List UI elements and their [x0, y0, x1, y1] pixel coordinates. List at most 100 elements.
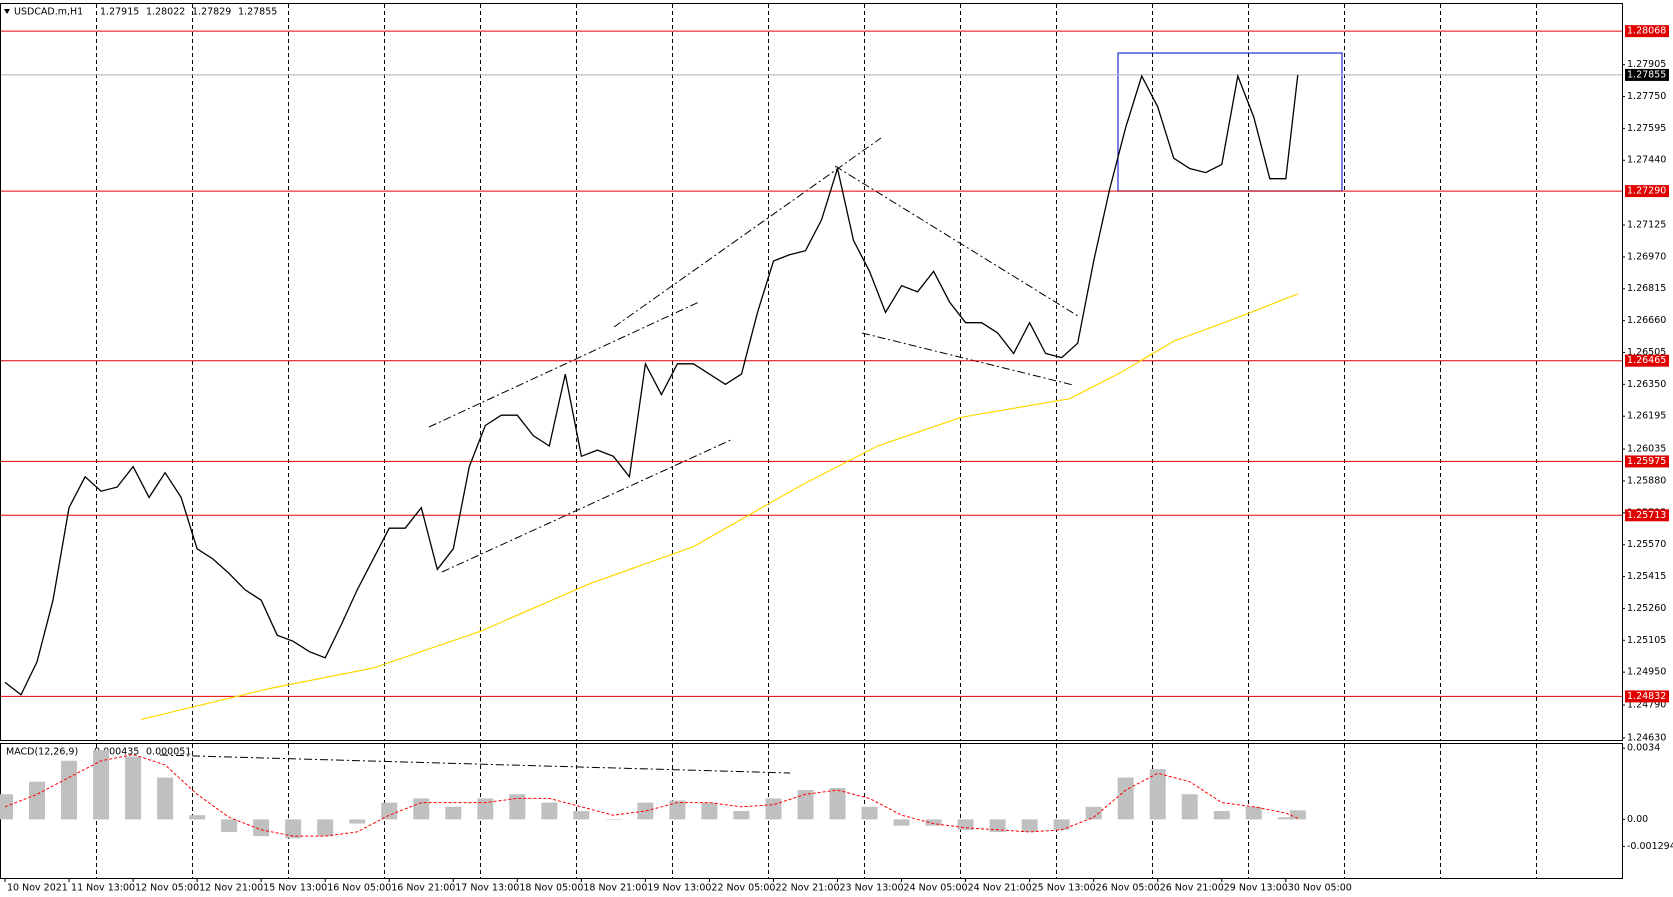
y-tick-label: 1.24630: [1627, 732, 1666, 743]
macd-bar: [861, 806, 878, 820]
macd-bar: [829, 787, 846, 820]
level-label-box: [1625, 509, 1669, 522]
x-tick-label: 26 Nov 21:00: [1160, 883, 1224, 894]
trendline: [159, 754, 791, 774]
x-tick-label: 30 Nov 05:00: [1288, 883, 1352, 894]
macd-bar: [93, 750, 110, 820]
trendline: [428, 301, 700, 428]
x-tick-label: 16 Nov 21:00: [391, 883, 455, 894]
macd-bar: [189, 815, 206, 820]
y-tick-label: 1.25105: [1627, 635, 1666, 646]
level-label: 1.26465: [1627, 355, 1666, 366]
macd-signal-value: 0.000051: [146, 747, 191, 758]
macd-bar: [61, 760, 78, 820]
price-panel-frame: [0, 3, 1623, 741]
macd-bar: [381, 802, 398, 820]
macd-bar: [157, 777, 174, 820]
y-tick-label: 1.26035: [1627, 444, 1666, 455]
macd-bar: [317, 819, 334, 837]
trendline: [861, 332, 1074, 386]
current-price-box: [1625, 68, 1669, 81]
macd-bar: [573, 811, 590, 820]
macd-bar: [893, 819, 910, 826]
macd-bar: [1149, 769, 1166, 820]
macd-bar: [733, 811, 750, 820]
level-label: 1.25713: [1627, 510, 1666, 521]
macd-bar: [445, 806, 462, 820]
macd-signal-line: [4, 753, 1298, 837]
x-tick-label: 29 Nov 13:00: [1224, 883, 1288, 894]
level-label: 1.25975: [1627, 456, 1666, 467]
y-tick-label: 1.25415: [1627, 571, 1666, 582]
y-tick-label: 1.26970: [1627, 251, 1666, 262]
y-tick-label: 1.27125: [1627, 220, 1666, 231]
quote-high: 1.28022: [146, 7, 185, 18]
level-label-box: [1625, 25, 1669, 38]
macd-bar: [989, 819, 1006, 832]
x-tick-label: 18 Nov 05:00: [519, 883, 583, 894]
x-tick-label: 18 Nov 21:00: [583, 883, 647, 894]
macd-bar: [0, 794, 14, 820]
y-tick-label: 1.24950: [1627, 667, 1666, 678]
level-label-box: [1625, 185, 1669, 198]
day-separators: [96, 4, 1537, 878]
macd-bar: [541, 802, 558, 820]
macd-bar: [349, 819, 366, 824]
macd-bar: [637, 802, 654, 820]
current-price-label: 1.27855: [1627, 69, 1666, 80]
level-label-box: [1625, 455, 1669, 468]
macd-bar: [1181, 794, 1198, 820]
y-tick-label: 1.26350: [1627, 379, 1666, 390]
macd-bar: [413, 798, 430, 820]
x-tick-label: 10 Nov 2021: [7, 883, 68, 894]
level-label-box: [1625, 354, 1669, 367]
level-label: 1.27290: [1627, 186, 1666, 197]
x-tick-label: 15 Nov 13:00: [263, 883, 327, 894]
level-label-box: [1625, 690, 1669, 703]
macd-bar: [701, 802, 718, 820]
macd-bar: [797, 790, 814, 820]
y-tick-label: 1.27905: [1627, 59, 1666, 70]
trendlines: [159, 137, 1079, 774]
macd-hist-value: 0.000435: [94, 747, 139, 758]
x-tick-label: 19 Nov 13:00: [647, 883, 711, 894]
x-tick-label: 22 Nov 21:00: [775, 883, 839, 894]
moving-average-line: [140, 293, 1299, 720]
x-tick-label: 26 Nov 05:00: [1096, 883, 1160, 894]
macd-bar: [925, 819, 942, 826]
macd-bar: [1289, 810, 1306, 820]
macd-bar: [253, 819, 270, 837]
symbol: USDCAD.m,H1: [14, 7, 83, 18]
x-tick-label: 24 Nov 05:00: [904, 883, 968, 894]
macd-y-tick-label: -0.001294: [1627, 841, 1673, 852]
y-tick-label: 1.25260: [1627, 603, 1666, 614]
macd-y-tick-label: 0.00: [1627, 814, 1648, 825]
macd-bar: [1245, 806, 1262, 820]
macd-bar: [669, 800, 686, 820]
x-tick-label: 23 Nov 13:00: [840, 883, 904, 894]
macd-bar: [221, 819, 238, 832]
y-tick-label: 1.26815: [1627, 283, 1666, 294]
level-label: 1.24832: [1627, 691, 1666, 702]
macd-bar: [285, 819, 302, 839]
y-tick-label: 1.26505: [1627, 347, 1666, 358]
level-label: 1.28068: [1627, 26, 1666, 37]
macd-bar: [1117, 777, 1134, 820]
symbol-menu-arrow[interactable]: [4, 9, 10, 14]
x-tick-label: 12 Nov 21:00: [199, 883, 263, 894]
y-tick-label: 1.27440: [1627, 155, 1666, 166]
macd-bar: [957, 819, 974, 830]
y-tick-label: 1.24790: [1627, 700, 1666, 711]
y-tick-label: 1.25570: [1627, 539, 1666, 550]
x-tick-label: 11 Nov 13:00: [71, 883, 135, 894]
price-line: [4, 73, 1299, 696]
x-tick-label: 12 Nov 05:00: [135, 883, 199, 894]
macd-bar: [765, 798, 782, 820]
macd-bar: [1277, 817, 1294, 820]
quote-low: 1.27829: [192, 7, 231, 18]
y-tick-label: 1.25880: [1627, 475, 1666, 486]
quote-open: 1.27915: [100, 7, 139, 18]
y-tick-label: 1.27750: [1627, 91, 1666, 102]
trendline: [834, 165, 1079, 317]
